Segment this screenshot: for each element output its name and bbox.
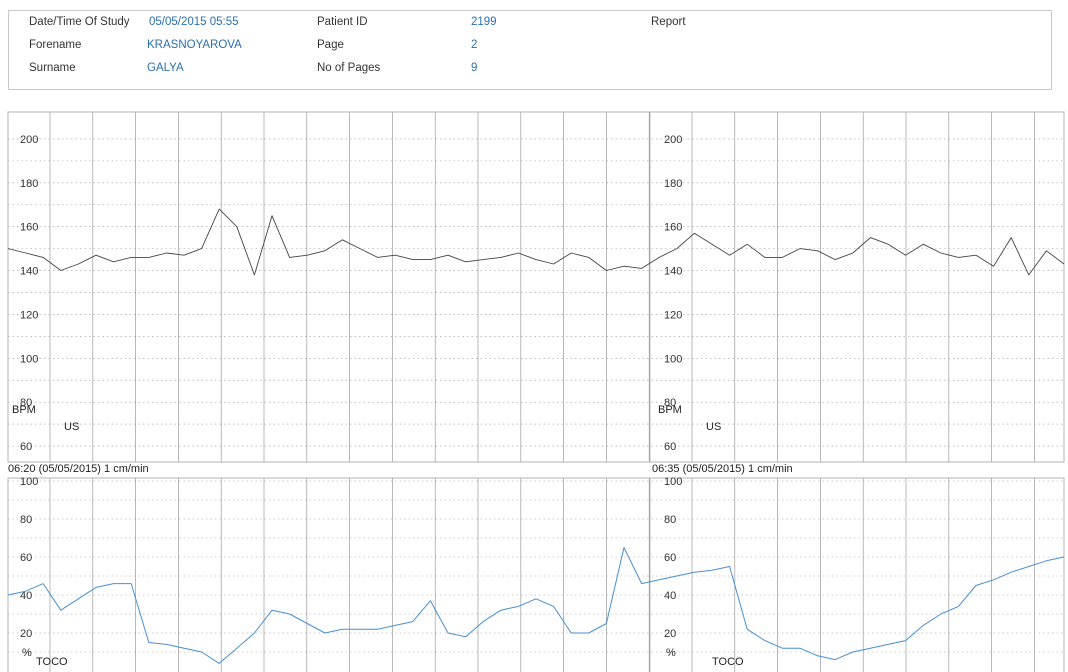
toco-tick-label: 80 — [664, 514, 676, 526]
toco-channel-label-right: TOCO — [712, 656, 744, 668]
report-label: Report — [651, 16, 686, 28]
fhr-tick-label: 160 — [20, 222, 38, 234]
fhr-tick-label: 180 — [20, 178, 38, 190]
fhr-channel-label-right: US — [706, 421, 721, 433]
surname-label: Surname — [29, 62, 76, 74]
toco-tick-label: 60 — [664, 552, 676, 564]
fhr-tick-label: 180 — [664, 178, 682, 190]
toco-tick-label: 20 — [20, 628, 32, 640]
toco-trace-line — [7, 547, 1065, 664]
date-time-label: Date/Time Of Study — [29, 16, 130, 28]
fhr-tick-label: 200 — [664, 134, 682, 146]
segment-timestamp-1: 06:20 (05/05/2015) 1 cm/min — [8, 463, 149, 475]
fhr-tick-label: 100 — [664, 353, 682, 365]
fhr-panel-border — [7, 111, 1065, 463]
forename-label: Forename — [29, 39, 82, 51]
fhr-tick-label: 120 — [20, 309, 38, 321]
fhr-tick-label: 200 — [20, 134, 38, 146]
fhr-ylabel-right: BPM — [658, 404, 682, 416]
toco-panel — [7, 477, 1065, 672]
toco-ylabel-left: % — [22, 647, 32, 659]
toco-tick-label: 40 — [20, 590, 32, 602]
toco-tick-label: 100 — [20, 476, 38, 488]
fhr-ylabel-left: BPM — [12, 404, 36, 416]
pages-label: No of Pages — [317, 62, 381, 74]
fhr-tick-label: 80 — [20, 397, 32, 409]
patient-id-label: Patient ID — [317, 16, 368, 28]
toco-tick-label: 60 — [20, 552, 32, 564]
toco-tick-label: 80 — [20, 514, 32, 526]
tick-labels: 200 200 180 180 160 160 140 140 120 120 100 100 80 80… — [20, 134, 682, 640]
fhr-panel — [7, 111, 1065, 463]
fhr-tick-label: 100 — [20, 353, 38, 365]
fhr-tick-label: 140 — [20, 266, 38, 278]
page-label: Page — [317, 39, 344, 51]
forename-value: KRASNOYAROVA — [147, 39, 242, 51]
toco-tick-label: 20 — [664, 628, 676, 640]
surname-value: GALYA — [147, 62, 184, 74]
page-value: 2 — [471, 39, 478, 51]
toco-channel-label-left: TOCO — [36, 656, 68, 668]
fhr-tick-label: 160 — [664, 222, 682, 234]
fhr-tick-label: 140 — [664, 266, 682, 278]
patient-info-header: Date/Time Of Study 05/05/2015 05:55 Fore… — [8, 10, 1052, 90]
pages-value: 9 — [471, 62, 478, 74]
patient-id-value: 2199 — [471, 16, 497, 28]
toco-ylabel-right: % — [666, 647, 676, 659]
fhr-tick-label: 120 — [664, 309, 682, 321]
fhr-tick-label: 80 — [664, 397, 676, 409]
segment-timestamp-2: 06:35 (05/05/2015) 1 cm/min — [652, 463, 793, 475]
ctg-grid — [8, 112, 1064, 672]
toco-tick-label: 40 — [664, 590, 676, 602]
fhr-channel-label-left: US — [64, 421, 79, 433]
fhr-tick-label: 60 — [664, 441, 676, 453]
date-time-value: 05/05/2015 05:55 — [149, 16, 239, 28]
channel-labels: BPM BPM US US % % TOCO TOCO 06:20 (05/05… — [8, 404, 793, 668]
toco-tick-label: 100 — [664, 476, 682, 488]
toco-panel-border — [7, 477, 1065, 672]
fhr-trace-line — [7, 208, 1065, 276]
fhr-tick-label: 60 — [20, 441, 32, 453]
